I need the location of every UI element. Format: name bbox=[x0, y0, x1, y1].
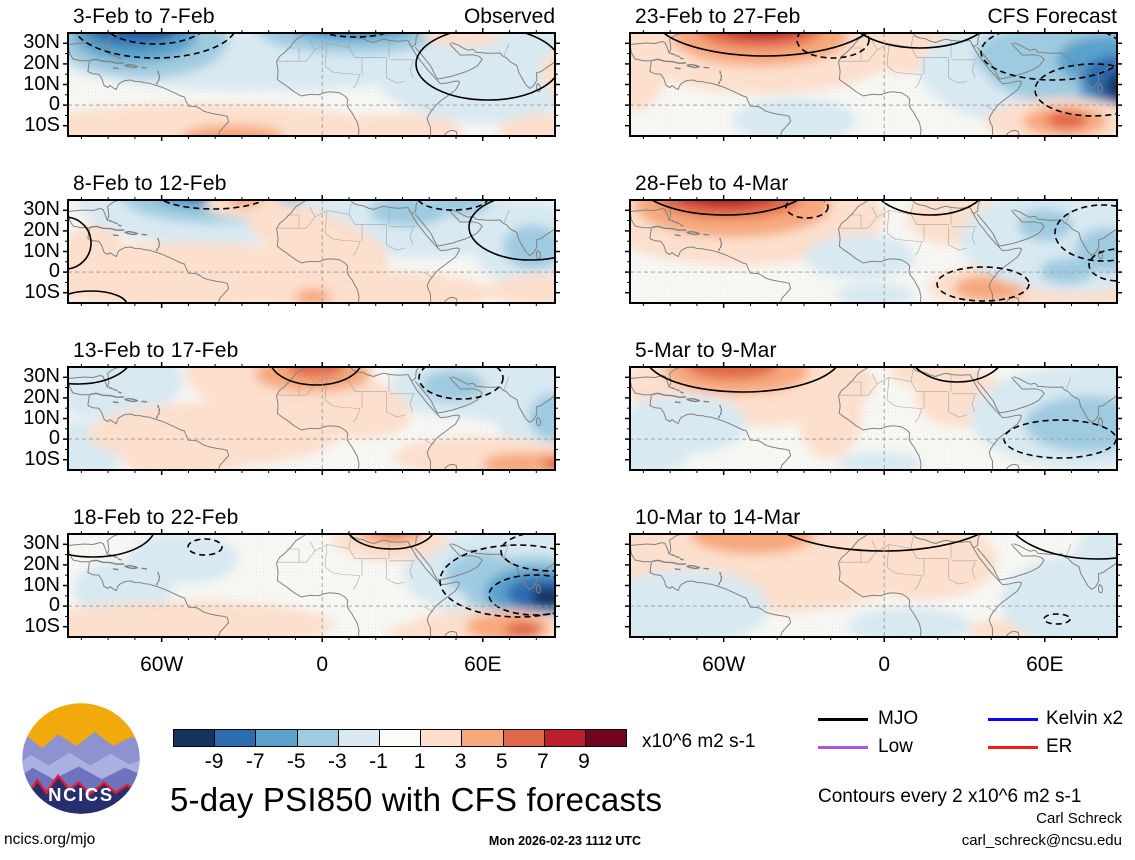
colorbar-tick-label: -3 bbox=[328, 750, 347, 773]
colorbar-tick-label: 9 bbox=[578, 750, 590, 773]
lat-label: 10N bbox=[23, 573, 60, 596]
panel-title: 23-Feb to 27-Feb bbox=[635, 5, 801, 28]
credit-name: Carl Schreck bbox=[1036, 810, 1122, 827]
legend-label-er: ER bbox=[1046, 736, 1073, 757]
contour-interval-note: Contours every 2 x10^6 m2 s-1 bbox=[818, 786, 1082, 807]
panel-title: 28-Feb to 4-Mar bbox=[635, 172, 789, 195]
lat-label: 10S bbox=[24, 614, 60, 637]
colorbar-cell bbox=[215, 730, 257, 746]
panel-title: 13-Feb to 17-Feb bbox=[73, 339, 239, 362]
colorbar bbox=[173, 729, 627, 747]
panel-title: 18-Feb to 22-Feb bbox=[73, 506, 239, 529]
colorbar-tick-label: -1 bbox=[369, 750, 388, 773]
lat-label: 30N bbox=[23, 198, 60, 221]
ncics-logo: NCICS bbox=[22, 703, 140, 814]
lat-label: 30N bbox=[23, 31, 60, 54]
map-forecast-week3 bbox=[625, 362, 1122, 475]
lat-label: 30N bbox=[23, 365, 60, 388]
map-observed-week3 bbox=[63, 362, 560, 475]
colorbar-tick-label: -9 bbox=[204, 750, 224, 773]
colorbar-cell bbox=[503, 730, 545, 746]
anomaly-contours bbox=[650, 200, 1117, 302]
lon-label: 0 bbox=[316, 653, 329, 676]
map-observed-week1 bbox=[63, 28, 560, 141]
lat-label: 0 bbox=[48, 594, 60, 617]
lat-label: 10N bbox=[23, 72, 60, 95]
panel-title: 10-Mar to 14-Mar bbox=[635, 506, 801, 529]
colorbar-tick-label: 1 bbox=[413, 750, 426, 773]
colorbar-tick-label: 5 bbox=[495, 750, 508, 773]
colorbar-tick-label: 7 bbox=[536, 750, 549, 773]
logo-text: NCICS bbox=[48, 784, 114, 805]
ncics-mjo-link[interactable]: ncics.org/mjo bbox=[4, 831, 96, 848]
colorbar-tick-label: -5 bbox=[286, 750, 306, 773]
colorbar-units: x10^6 m2 s-1 bbox=[642, 731, 756, 752]
legend-line-low bbox=[818, 746, 868, 749]
lon-label: 60E bbox=[464, 653, 502, 676]
map-forecast-week1 bbox=[625, 28, 1122, 141]
colorbar-cell bbox=[379, 730, 422, 746]
anomaly-contours bbox=[74, 33, 555, 101]
anomaly-contours bbox=[68, 200, 555, 303]
panel-title: 5-Mar to 9-Mar bbox=[635, 339, 777, 362]
lon-label: 60W bbox=[702, 653, 746, 676]
lat-label: 30N bbox=[23, 532, 60, 555]
lat-label: 10S bbox=[24, 447, 60, 470]
lat-label: 20N bbox=[23, 51, 60, 74]
colorbar-cell bbox=[174, 730, 216, 746]
legend-label-low: Low bbox=[878, 736, 913, 757]
lat-label: 0 bbox=[48, 93, 60, 116]
lat-label: 10S bbox=[24, 113, 60, 136]
lon-label: 60W bbox=[140, 653, 184, 676]
anomaly-contours bbox=[784, 534, 1117, 625]
colorbar-cell bbox=[297, 730, 339, 746]
anomaly-contours bbox=[68, 367, 504, 400]
colorbar-cell bbox=[585, 730, 627, 746]
legend-label-kelvin: Kelvin x2 bbox=[1046, 708, 1124, 729]
colorbar-tick-label: 3 bbox=[454, 750, 467, 773]
legend-line-mjo bbox=[818, 718, 868, 721]
colorbar-cell bbox=[462, 730, 504, 746]
legend-line-er bbox=[988, 746, 1038, 749]
colorbar-cell bbox=[338, 730, 380, 746]
legend-label-mjo: MJO bbox=[878, 708, 919, 729]
legend-line-kelvin bbox=[988, 718, 1038, 721]
map-observed-week4 bbox=[63, 529, 560, 642]
panel-title: 3-Feb to 7-Feb bbox=[73, 5, 215, 28]
colorbar-cell bbox=[256, 730, 298, 746]
anomaly-contours bbox=[662, 33, 1117, 117]
lat-label: 10S bbox=[24, 280, 60, 303]
colorbar-cell bbox=[544, 730, 586, 746]
panel-source-label: Observed bbox=[463, 5, 555, 28]
credit-email: carl_schreck@ncsu.edu bbox=[961, 832, 1122, 849]
lat-label: 10N bbox=[23, 406, 60, 429]
anomaly-contours bbox=[68, 534, 555, 618]
lat-label: 0 bbox=[48, 427, 60, 450]
lat-label: 0 bbox=[48, 260, 60, 283]
lat-label: 20N bbox=[23, 385, 60, 408]
figure-title: 5-day PSI850 with CFS forecasts bbox=[170, 781, 663, 818]
timestamp: Mon 2026-02-23 1112 UTC bbox=[488, 834, 642, 848]
panel-title: 8-Feb to 12-Feb bbox=[73, 172, 227, 195]
lat-label: 20N bbox=[23, 552, 60, 575]
lat-label: 20N bbox=[23, 218, 60, 241]
colorbar-cell bbox=[421, 730, 463, 746]
colorbar-tick-label: -7 bbox=[245, 750, 265, 773]
lat-label: 10N bbox=[23, 239, 60, 262]
map-observed-week2 bbox=[63, 195, 560, 308]
map-forecast-week4 bbox=[625, 529, 1122, 642]
map-forecast-week2 bbox=[625, 195, 1122, 308]
lon-label: 60E bbox=[1026, 653, 1064, 676]
panel-source-label: CFS Forecast bbox=[987, 5, 1117, 28]
lon-label: 0 bbox=[878, 653, 891, 676]
